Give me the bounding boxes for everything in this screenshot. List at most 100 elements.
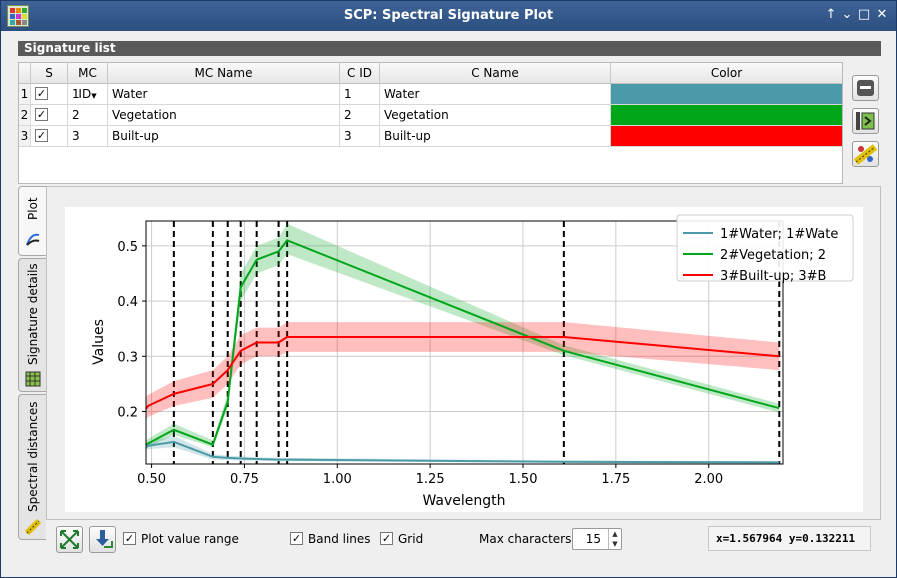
signature-list-header: Signature list	[18, 41, 881, 56]
mc-id-cell[interactable]: 2	[68, 105, 108, 125]
row-number-header	[19, 63, 31, 84]
window-title: SCP: Spectral Signature Plot	[343, 8, 554, 23]
c-id-cell[interactable]: 2	[340, 105, 380, 125]
x-tick-label: 1.00	[323, 472, 352, 487]
y-axis-label: Values	[91, 319, 107, 365]
c-name-cell[interactable]: Built-up	[380, 126, 611, 146]
row-number: 3	[19, 126, 31, 146]
color-swatch-cell[interactable]	[611, 105, 842, 125]
max-characters-label: Max characters	[479, 532, 572, 546]
signature-table[interactable]: S MC ID▼ MC Name C ID C Name Color 1 ✓ 1…	[18, 62, 843, 184]
series-line	[146, 440, 780, 464]
axis-ticks: 0.50 0.75 1.00 1.25 1.50 1.75 2.00 0.2 0.3 0.4 0.5	[117, 240, 723, 487]
c-name-cell[interactable]: Vegetation	[380, 105, 611, 125]
spin-up-icon[interactable]: ▲	[612, 530, 618, 538]
grid-label: Grid	[398, 532, 424, 546]
tab-signature-details[interactable]: Signature details	[18, 258, 46, 392]
column-header-s[interactable]: S	[31, 63, 68, 84]
table-row[interactable]: 1 ✓ 1 Water 1 Water	[19, 84, 842, 105]
color-swatch-cell[interactable]	[611, 126, 842, 146]
x-tick-label: 2.00	[694, 472, 723, 487]
mc-id-cell[interactable]: 1	[68, 84, 108, 104]
plot-frame	[145, 220, 784, 465]
series-layer	[146, 223, 780, 464]
ruler-icon	[25, 519, 41, 535]
chart-legend: 1#Water; 1#Wate 2#Vegetation; 2 3#Built-up…	[676, 214, 854, 284]
color-swatch-cell[interactable]	[611, 84, 842, 104]
y-tick-label: 0.2	[117, 406, 138, 421]
y-tick-label: 0.3	[117, 350, 138, 365]
row-select-cell[interactable]: ✓	[31, 126, 68, 146]
row-number: 2	[19, 105, 31, 125]
row-number: 1	[19, 84, 31, 104]
legend-label: 1#Water; 1#Wate	[720, 227, 838, 242]
band-lines-checkbox[interactable]: ✓	[290, 532, 303, 545]
tab-plot-label: Plot	[26, 197, 40, 221]
mc-id-cell[interactable]: 3	[68, 126, 108, 146]
spinbox-arrows[interactable]: ▲ ▼	[608, 529, 621, 549]
cursor-coordinates: x=1.567964 y=0.132211	[708, 526, 871, 551]
save-plot-button[interactable]	[89, 526, 116, 553]
column-header-c-name[interactable]: C Name	[380, 63, 611, 84]
mc-id-label: MC ID	[78, 66, 97, 101]
mc-name-cell[interactable]: Built-up	[108, 126, 340, 146]
spin-down-icon[interactable]: ▼	[612, 540, 618, 548]
remove-signature-button[interactable]	[852, 75, 879, 101]
row-checkbox[interactable]: ✓	[35, 129, 48, 142]
column-header-c-id[interactable]: C ID	[340, 63, 380, 84]
c-id-cell[interactable]: 1	[340, 84, 380, 104]
tab-plot[interactable]: Plot	[18, 186, 46, 256]
row-select-cell[interactable]: ✓	[31, 84, 68, 104]
x-tick-label: 1.50	[509, 472, 538, 487]
table-grid-icon	[25, 371, 41, 387]
row-checkbox[interactable]: ✓	[35, 108, 48, 121]
plot-value-range-checkbox[interactable]: ✓	[123, 532, 136, 545]
x-tick-label: 1.75	[601, 472, 630, 487]
title-bar[interactable]: SCP: Spectral Signature Plot ↑ ⌄ □ ✕	[1, 1, 896, 31]
fit-to-axis-button[interactable]	[56, 526, 83, 553]
legend-label: 3#Built-up; 3#B	[720, 269, 826, 284]
column-header-mc-name[interactable]: MC Name	[108, 63, 340, 84]
row-select-cell[interactable]: ✓	[31, 105, 68, 125]
keep-above-icon[interactable]: ↑	[825, 7, 837, 22]
remove-icon	[857, 80, 874, 96]
tab-spectral-distances-label: Spectral distances	[26, 401, 40, 513]
series-line	[146, 335, 780, 410]
calculate-spectral-distances-button[interactable]	[852, 141, 879, 167]
row-checkbox[interactable]: ✓	[35, 87, 48, 100]
ruler-chart-icon	[853, 144, 878, 165]
spectral-signature-chart[interactable]: 0.50 0.75 1.00 1.25 1.50 1.75 2.000.20.30.40.5…	[65, 207, 863, 512]
mc-name-cell[interactable]: Vegetation	[108, 105, 340, 125]
x-tick-label: 0.50	[137, 472, 166, 487]
table-row[interactable]: 2 ✓ 2 Vegetation 2 Vegetation	[19, 105, 842, 126]
grid-checkbox[interactable]: ✓	[380, 532, 393, 545]
tab-spectral-distances[interactable]: Spectral distances	[18, 394, 46, 540]
mc-name-cell[interactable]: Water	[108, 84, 340, 104]
c-name-cell[interactable]: Water	[380, 84, 611, 104]
column-header-mc-id[interactable]: MC ID▼	[68, 63, 108, 101]
y-tick-label: 0.5	[117, 240, 138, 255]
table-header: S MC ID▼ MC Name C ID C Name Color	[19, 63, 842, 101]
close-icon[interactable]: ✕	[876, 7, 888, 22]
x-tick-label: 1.25	[416, 472, 445, 487]
maximize-icon[interactable]: □	[857, 7, 871, 22]
series-line	[146, 239, 780, 446]
download-icon	[96, 530, 113, 548]
x-axis-label: Wavelength	[422, 493, 505, 509]
grid-lines	[146, 221, 783, 464]
c-id-cell[interactable]: 3	[340, 126, 380, 146]
expand-arrows-icon	[60, 530, 79, 549]
plot-icon	[26, 233, 40, 246]
add-to-list-button[interactable]	[852, 108, 879, 134]
table-row[interactable]: 3 ✓ 3 Built-up 3 Built-up	[19, 126, 842, 147]
max-characters-spinbox[interactable]: 15 ▲ ▼	[572, 528, 622, 550]
max-characters-value[interactable]: 15	[585, 532, 601, 546]
minimize-icon[interactable]: ⌄	[841, 7, 853, 22]
column-header-color[interactable]: Color	[710, 66, 743, 80]
sort-arrow-icon: ▼	[91, 92, 97, 100]
band-lines-label: Band lines	[308, 532, 371, 546]
x-tick-label: 0.75	[230, 472, 259, 487]
scp-app-icon	[7, 5, 29, 27]
plot-value-range-label: Plot value range	[141, 532, 239, 546]
